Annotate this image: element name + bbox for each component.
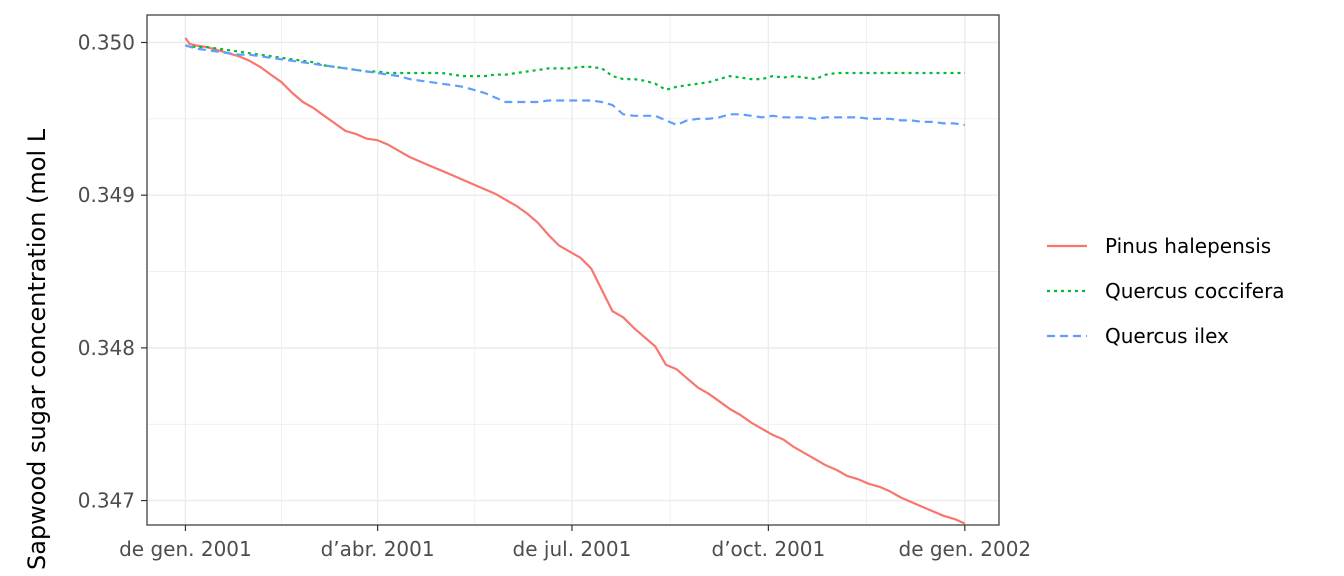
- legend: Pinus halepensis Quercus coccifera Quercus…: [1047, 234, 1285, 348]
- y-tick-label: 0.348: [78, 336, 135, 360]
- y-tick-label: 0.347: [78, 489, 135, 513]
- series-line-0: [184, 37, 966, 525]
- x-tick-label: de gen. 2002: [899, 537, 1032, 561]
- plot-background: [147, 15, 999, 525]
- plot-border: [146, 14, 1000, 526]
- series-line-1: [185, 44, 965, 91]
- legend-label: Quercus coccifera: [1105, 279, 1285, 303]
- major-grid: [147, 15, 999, 525]
- legend-label: Pinus halepensis: [1105, 234, 1271, 258]
- x-tick-label: de gen. 2001: [119, 537, 252, 561]
- y-axis: 0.347 0.348 0.349 0.350: [78, 30, 147, 513]
- legend-label: Quercus ilex: [1105, 324, 1229, 348]
- x-tick-label: d’abr. 2001: [321, 537, 435, 561]
- minor-grid: [147, 15, 999, 525]
- y-tick-label: 0.350: [78, 30, 135, 54]
- series-line-2: [185, 44, 965, 126]
- y-tick-label: 0.349: [78, 183, 135, 207]
- series-lines: [184, 37, 966, 525]
- x-tick-label: d’oct. 2001: [712, 537, 826, 561]
- y-axis-title: Sapwood sugar concentration (mol L: [23, 128, 51, 570]
- x-axis: de gen. 2001 d’abr. 2001 de jul. 2001 d’oct…: [119, 525, 1031, 561]
- x-tick-label: de jul. 2001: [513, 537, 632, 561]
